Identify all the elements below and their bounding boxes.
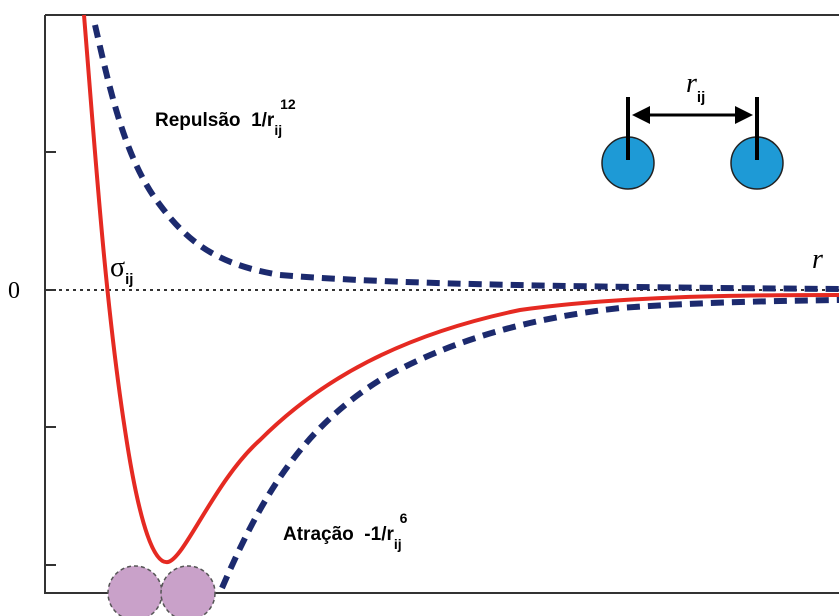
distance-symbol: r xyxy=(686,68,697,99)
atom xyxy=(108,566,162,616)
sigma-symbol: σ xyxy=(110,252,125,283)
atom xyxy=(161,566,215,616)
x-axis-label: r xyxy=(812,244,823,275)
diagram: 0 r σij Repulsão 1/rij12 Atração -1/rij6… xyxy=(0,0,839,616)
attraction-subscript: ij xyxy=(394,536,402,552)
repulsion-superscript: 12 xyxy=(280,96,296,112)
repulsion-subscript: ij xyxy=(274,122,282,138)
attraction-text: Atração -1/r xyxy=(283,524,394,545)
repulsion-text: Repulsão 1/r xyxy=(155,110,275,131)
zero-label: 0 xyxy=(8,278,20,304)
attraction-superscript: 6 xyxy=(400,510,408,526)
background xyxy=(0,0,839,616)
distance-subscript: ij xyxy=(697,89,705,106)
sigma-subscript: ij xyxy=(125,271,133,288)
